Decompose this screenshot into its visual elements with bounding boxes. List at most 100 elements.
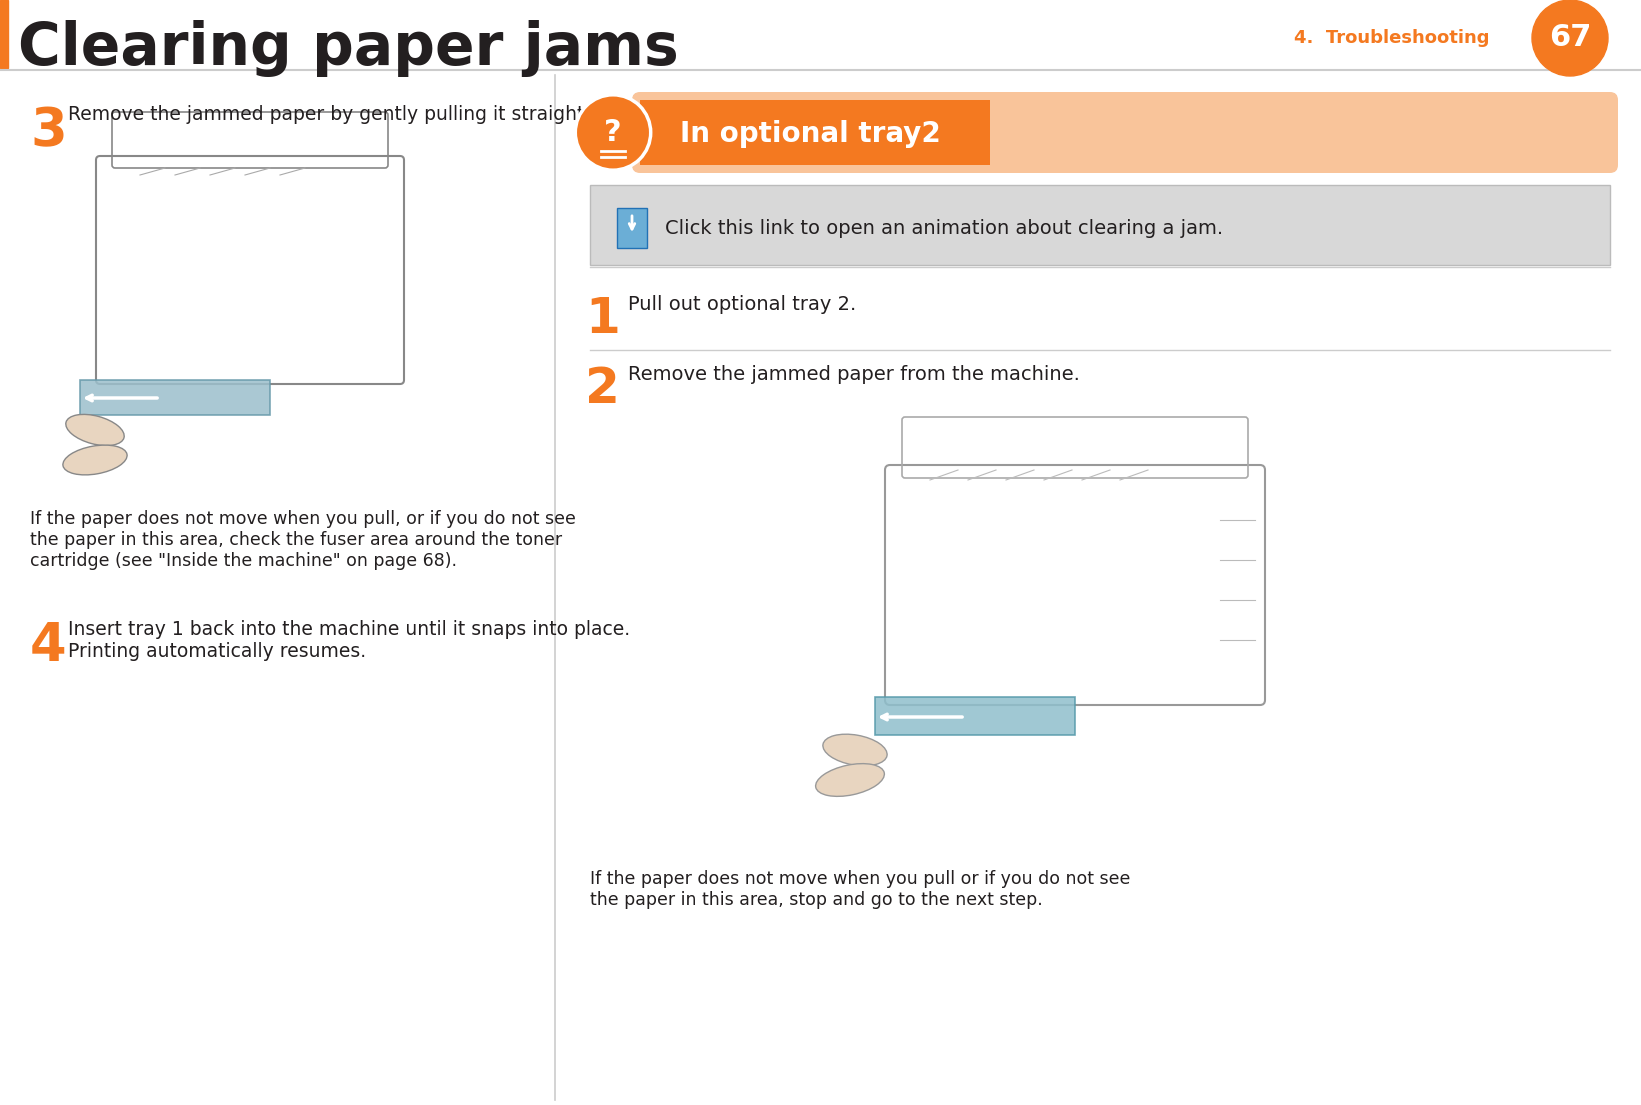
Ellipse shape [822, 734, 888, 766]
FancyBboxPatch shape [1047, 99, 1062, 165]
FancyBboxPatch shape [875, 697, 1075, 735]
Text: Insert tray 1 back into the machine until it snaps into place.
Printing automati: Insert tray 1 back into the machine unti… [67, 620, 630, 661]
Text: If the paper does not move when you pull or if you do not see
the paper in this : If the paper does not move when you pull… [591, 870, 1131, 908]
FancyBboxPatch shape [1060, 99, 1073, 165]
FancyBboxPatch shape [1547, 99, 1561, 165]
FancyBboxPatch shape [1485, 99, 1498, 165]
FancyBboxPatch shape [1073, 99, 1086, 165]
FancyBboxPatch shape [784, 99, 799, 165]
FancyBboxPatch shape [798, 99, 811, 165]
FancyBboxPatch shape [1022, 99, 1035, 165]
FancyBboxPatch shape [947, 99, 962, 165]
FancyBboxPatch shape [922, 99, 935, 165]
FancyBboxPatch shape [1423, 99, 1436, 165]
FancyBboxPatch shape [773, 99, 786, 165]
FancyBboxPatch shape [622, 99, 637, 165]
FancyBboxPatch shape [985, 99, 998, 165]
FancyBboxPatch shape [660, 99, 673, 165]
Ellipse shape [816, 764, 884, 797]
Text: Click this link to open an animation about clearing a jam.: Click this link to open an animation abo… [665, 219, 1223, 238]
FancyBboxPatch shape [1122, 99, 1136, 165]
FancyBboxPatch shape [1460, 99, 1474, 165]
FancyBboxPatch shape [1247, 99, 1260, 165]
FancyBboxPatch shape [632, 92, 1618, 173]
Text: Remove the jammed paper by gently pulling it straight out.: Remove the jammed paper by gently pullin… [67, 105, 627, 124]
FancyBboxPatch shape [811, 99, 824, 165]
FancyBboxPatch shape [80, 380, 271, 415]
FancyBboxPatch shape [973, 99, 986, 165]
FancyBboxPatch shape [748, 99, 761, 165]
Ellipse shape [62, 445, 126, 475]
Text: If the paper does not move when you pull, or if you do not see
the paper in this: If the paper does not move when you pull… [30, 511, 576, 569]
FancyBboxPatch shape [1298, 99, 1311, 165]
FancyBboxPatch shape [835, 99, 848, 165]
FancyBboxPatch shape [1385, 99, 1398, 165]
FancyBboxPatch shape [1347, 99, 1360, 165]
FancyBboxPatch shape [591, 185, 1610, 265]
FancyBboxPatch shape [760, 99, 773, 165]
Circle shape [1533, 0, 1608, 76]
FancyBboxPatch shape [1398, 99, 1411, 165]
FancyBboxPatch shape [1236, 99, 1249, 165]
FancyBboxPatch shape [635, 99, 648, 165]
FancyBboxPatch shape [1160, 99, 1173, 165]
FancyBboxPatch shape [1510, 99, 1523, 165]
FancyBboxPatch shape [911, 99, 924, 165]
FancyBboxPatch shape [1498, 99, 1511, 165]
Text: 3: 3 [30, 105, 67, 157]
FancyBboxPatch shape [1310, 99, 1324, 165]
FancyBboxPatch shape [873, 99, 886, 165]
FancyBboxPatch shape [884, 99, 899, 165]
FancyBboxPatch shape [998, 99, 1011, 165]
FancyBboxPatch shape [1572, 99, 1585, 165]
FancyBboxPatch shape [1561, 99, 1574, 165]
FancyBboxPatch shape [1085, 99, 1098, 165]
FancyBboxPatch shape [1285, 99, 1298, 165]
FancyBboxPatch shape [610, 99, 624, 165]
Ellipse shape [66, 414, 125, 445]
FancyBboxPatch shape [1360, 99, 1374, 165]
FancyBboxPatch shape [847, 99, 862, 165]
FancyBboxPatch shape [640, 99, 990, 165]
FancyBboxPatch shape [722, 99, 737, 165]
FancyBboxPatch shape [1523, 99, 1536, 165]
Text: 2: 2 [584, 365, 620, 413]
FancyBboxPatch shape [822, 99, 835, 165]
FancyBboxPatch shape [1410, 99, 1423, 165]
FancyBboxPatch shape [1585, 99, 1598, 165]
FancyBboxPatch shape [860, 99, 873, 165]
FancyBboxPatch shape [935, 99, 948, 165]
Text: Clearing paper jams: Clearing paper jams [18, 20, 679, 77]
FancyBboxPatch shape [1136, 99, 1149, 165]
Text: ?: ? [604, 118, 622, 147]
FancyBboxPatch shape [1272, 99, 1287, 165]
FancyBboxPatch shape [711, 99, 724, 165]
FancyBboxPatch shape [1472, 99, 1487, 165]
Text: 4.  Troubleshooting: 4. Troubleshooting [1295, 29, 1490, 48]
FancyBboxPatch shape [735, 99, 748, 165]
FancyBboxPatch shape [1185, 99, 1198, 165]
FancyBboxPatch shape [1198, 99, 1211, 165]
FancyBboxPatch shape [1109, 99, 1124, 165]
FancyBboxPatch shape [1447, 99, 1460, 165]
FancyBboxPatch shape [1260, 99, 1273, 165]
FancyBboxPatch shape [1597, 99, 1611, 165]
Text: In optional tray2: In optional tray2 [679, 120, 940, 148]
FancyBboxPatch shape [898, 99, 911, 165]
FancyBboxPatch shape [1323, 99, 1336, 165]
FancyBboxPatch shape [1035, 99, 1049, 165]
FancyBboxPatch shape [1173, 99, 1186, 165]
Text: 4: 4 [30, 620, 67, 672]
FancyBboxPatch shape [1098, 99, 1111, 165]
FancyBboxPatch shape [697, 99, 711, 165]
FancyBboxPatch shape [960, 99, 973, 165]
Text: Pull out optional tray 2.: Pull out optional tray 2. [629, 295, 857, 314]
Text: 1: 1 [584, 295, 620, 343]
FancyBboxPatch shape [1147, 99, 1160, 165]
FancyBboxPatch shape [673, 99, 686, 165]
FancyBboxPatch shape [1372, 99, 1387, 165]
FancyBboxPatch shape [684, 99, 699, 165]
FancyBboxPatch shape [1223, 99, 1236, 165]
FancyBboxPatch shape [648, 99, 661, 165]
FancyBboxPatch shape [1534, 99, 1549, 165]
